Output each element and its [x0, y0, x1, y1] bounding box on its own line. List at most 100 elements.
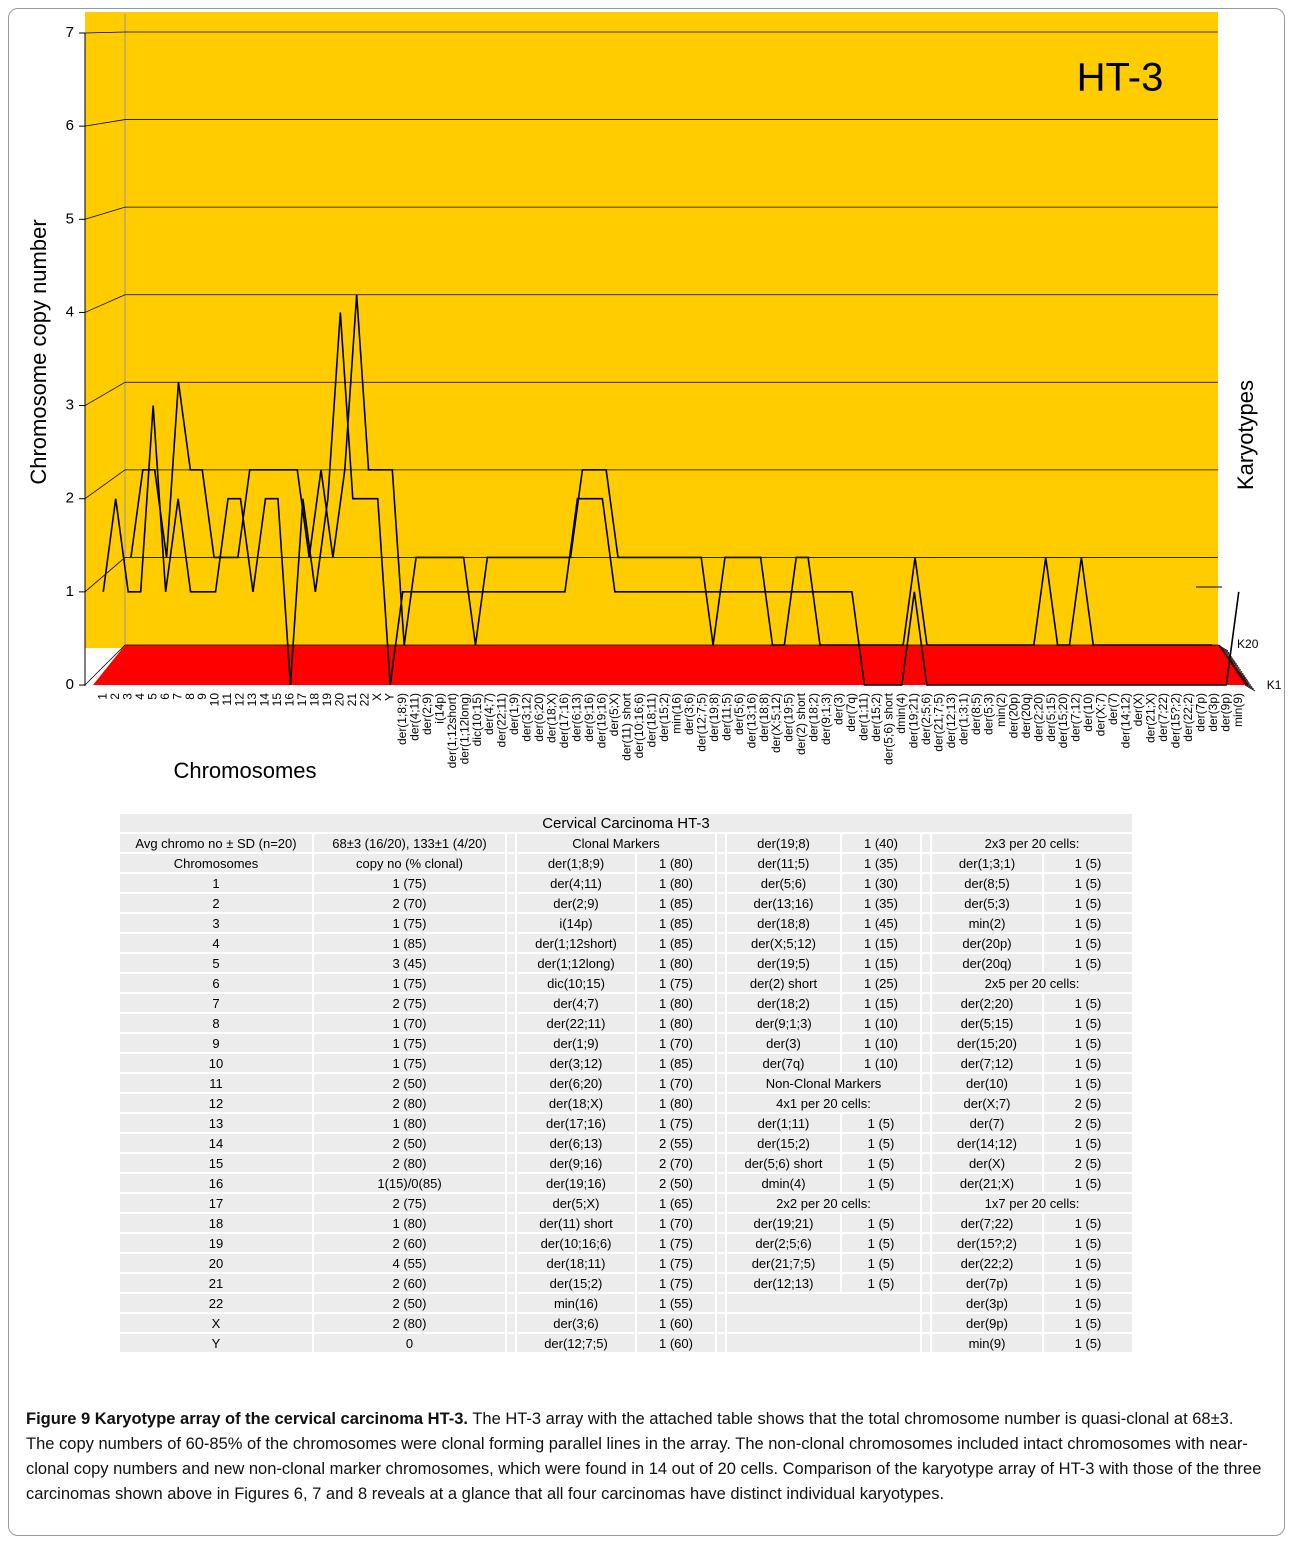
table-spacer	[505, 1112, 517, 1134]
x-tick-label: der(2;9)	[420, 693, 434, 735]
table-cell: 1 (25)	[840, 972, 922, 994]
table-cell: der(2;20)	[930, 992, 1044, 1014]
x-tick-label: der(9p)	[1218, 693, 1232, 732]
table-cell: 1 (35)	[840, 892, 922, 914]
table-cell: 1 (5)	[840, 1152, 922, 1174]
table-cell: der(X;7)	[930, 1092, 1044, 1114]
x-tick-label: der(5;6)	[732, 693, 746, 735]
table-group-heading: 2x3 per 20 cells:	[930, 832, 1134, 854]
table-cell: 5	[118, 952, 314, 974]
x-tick-label: der(22;11)	[495, 693, 509, 747]
x-tick-label: 9	[195, 693, 209, 700]
table-cell: der(X;5;12)	[725, 932, 842, 954]
table-cell: der(2) short	[725, 972, 842, 994]
table-cell: dic(10;15)	[515, 972, 637, 994]
depth-hatch	[1223, 653, 1234, 660]
x-tick-label: der(1;12short)	[445, 693, 459, 768]
table-spacer	[715, 872, 727, 894]
table-group-heading: Clonal Markers	[515, 832, 717, 854]
table-cell: 1 (80)	[635, 872, 717, 894]
table-empty-cell	[725, 1312, 922, 1334]
x-tick-label: der(15?;2)	[1169, 693, 1183, 748]
table-spacer	[715, 1152, 727, 1174]
x-tick-label: X	[370, 693, 384, 701]
x-tick-label: 15	[270, 693, 284, 707]
table-row: 20 4 (55) der(18;11) 1 (75) der(21;7;5) 1 (5)…	[118, 1252, 1134, 1274]
x-tick-label: der(20q)	[1019, 693, 1033, 738]
y-tick-label: 2	[66, 490, 74, 507]
table-spacer	[715, 892, 727, 914]
x-tick-label: der(3p)	[1206, 693, 1220, 732]
y-axis-title: Chromosome copy number	[26, 219, 51, 484]
table-cell: 1 (15)	[840, 992, 922, 1014]
table-cell: 1 (5)	[840, 1212, 922, 1234]
table-cell: 2 (5)	[1042, 1152, 1134, 1174]
x-tick-label: 2	[108, 693, 122, 700]
table-spacer	[920, 1292, 932, 1314]
x-tick-label: min(16)	[669, 693, 683, 734]
table-cell: der(4;7)	[515, 992, 637, 1014]
grid-line	[84, 469, 126, 500]
table-cell: min(16)	[515, 1292, 637, 1314]
table-spacer	[715, 1232, 727, 1254]
table-cell: der(21;X)	[930, 1172, 1044, 1194]
table-cell: 1 (15)	[840, 932, 922, 954]
table-spacer	[505, 1232, 517, 1254]
y-tick-label: 4	[66, 303, 74, 320]
table-cell: 1 (5)	[840, 1252, 922, 1274]
x-tick-label: der(19;16)	[595, 693, 609, 748]
table-cell: 1 (60)	[635, 1312, 717, 1334]
table-spacer	[505, 832, 517, 854]
table-cell: der(7;22)	[930, 1212, 1044, 1234]
table-cell: 1 (70)	[635, 1212, 717, 1234]
series-label: K1	[1267, 678, 1282, 692]
table-cell: 1 (5)	[1042, 1052, 1134, 1074]
table-cell: 2	[118, 892, 314, 914]
table-spacer	[920, 1112, 932, 1134]
depth-hatch	[1226, 657, 1237, 664]
table-cell: 1 (5)	[1042, 1072, 1134, 1094]
table-cell: 1 (5)	[840, 1232, 922, 1254]
table-spacer	[505, 892, 517, 914]
table-spacer	[505, 1332, 517, 1354]
x-tick-label: 13	[245, 693, 259, 707]
table-cell: 1 (80)	[312, 1112, 507, 1134]
x-tick-label: der(21;X)	[1144, 693, 1158, 743]
table-cell: 2 (80)	[312, 1152, 507, 1174]
x-tick-label: 21	[345, 693, 359, 707]
table-cell: der(7q)	[725, 1052, 842, 1074]
x-tick-label: Y	[382, 693, 396, 701]
x-tick-label: der(1;9)	[507, 693, 521, 735]
table-cell: 18	[118, 1212, 314, 1234]
table-cell: der(14;12)	[930, 1132, 1044, 1154]
table-cell: 2 (5)	[1042, 1112, 1134, 1134]
x-tick-label: dmin(4)	[894, 693, 908, 734]
grid-line	[84, 294, 126, 313]
table-spacer	[715, 932, 727, 954]
table-cell: der(21;7;5)	[725, 1252, 842, 1274]
table-spacer	[920, 1252, 932, 1274]
table-cell: X	[118, 1312, 314, 1334]
table-cell: der(22;2)	[930, 1252, 1044, 1274]
x-tick-label: der(18;11)	[644, 693, 658, 747]
table-cell: 2 (60)	[312, 1272, 507, 1294]
table-cell: der(19;5)	[725, 952, 842, 974]
table-cell: 1 (5)	[840, 1272, 922, 1294]
table-cell: der(1;12short)	[515, 932, 637, 954]
table-spacer	[920, 1272, 932, 1294]
table-cell: 68±3 (16/20), 133±1 (4/20)	[312, 832, 507, 854]
table-cell: i(14p)	[515, 912, 637, 934]
table-cell: 1 (45)	[840, 912, 922, 934]
table-row: 17 2 (75) der(5;X) 1 (65) 2x2 per 20 cells: 1…	[118, 1192, 1134, 1214]
table-row: Avg chromo no ± SD (n=20) 68±3 (16/20), 1…	[118, 832, 1134, 854]
grid-line	[84, 644, 126, 686]
table-spacer	[715, 1332, 727, 1354]
y-tick-label: 7	[66, 24, 74, 41]
x-tick-label: 19	[320, 693, 334, 707]
table-cell: der(18;8)	[725, 912, 842, 934]
x-tick-label: 12	[233, 693, 247, 707]
table-spacer	[715, 912, 727, 934]
depth-hatch	[1239, 676, 1250, 683]
